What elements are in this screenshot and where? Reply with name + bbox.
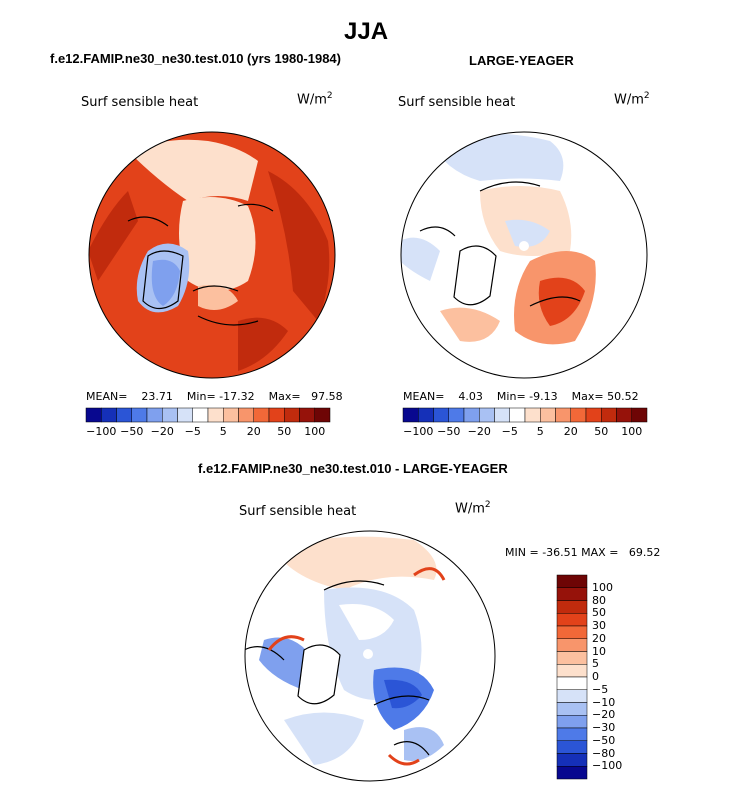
colorbar-swatch: [238, 407, 254, 423]
colorbar-swatch: [479, 407, 495, 423]
colorbar-tick-label: 10: [592, 644, 606, 658]
colorbar-tick-label: −10: [592, 695, 616, 709]
colorbar-swatch: [556, 587, 588, 601]
colorbar-swatch: [555, 407, 571, 423]
colorbar-swatch: [556, 613, 588, 627]
colorbar-tick-label: 30: [592, 619, 606, 632]
colorbar-swatch: [556, 600, 588, 614]
colorbar-swatch: [463, 407, 480, 423]
colorbar-tick-label: 100: [592, 580, 613, 594]
colorbar-swatch: [556, 715, 588, 729]
colorbar-swatch: [556, 638, 588, 652]
panel3-title: f.e12.FAMIP.ne30_ne30.test.010 - LARGE-Y…: [198, 461, 508, 476]
colorbar-tick-label: 50: [592, 606, 606, 620]
colorbar-tick-label: 20: [563, 425, 578, 438]
colorbar-swatch: [556, 664, 588, 678]
colorbar-swatch: [253, 407, 270, 423]
colorbar-swatch: [146, 407, 163, 423]
colorbar-swatch: [299, 407, 315, 423]
colorbar-tick-label: 5: [219, 425, 227, 438]
colorbar-swatch: [556, 740, 588, 754]
colorbar-tick-label: 0: [592, 670, 599, 683]
colorbar-swatch: [131, 407, 148, 423]
colorbar-swatch: [177, 407, 193, 423]
panel2-colorbar: [402, 407, 648, 423]
colorbar-swatch: [192, 407, 209, 423]
colorbar-tick-label: 50: [277, 425, 292, 438]
panel2-map: [400, 131, 648, 379]
panel3-colorbar: [556, 574, 588, 780]
colorbar-tick-label: 50: [594, 425, 609, 438]
colorbar-tick-label: −5: [592, 682, 609, 696]
colorbar-swatch: [207, 407, 224, 423]
colorbar-tick-label: −20: [150, 425, 174, 438]
colorbar-swatch: [631, 407, 648, 423]
colorbar-swatch: [116, 407, 132, 423]
colorbar-swatch: [556, 625, 588, 639]
panel2-stats: MEAN= 4.03 Min= -9.13 Max= 50.52: [403, 390, 639, 403]
panel2-variable-label: Surf sensible heat: [398, 95, 516, 110]
colorbar-swatch: [284, 407, 300, 423]
colorbar-swatch: [556, 727, 588, 741]
colorbar-swatch: [556, 651, 588, 665]
colorbar-swatch: [556, 574, 588, 588]
colorbar-swatch: [418, 407, 434, 423]
panel1-title: f.e12.FAMIP.ne30_ne30.test.010 (yrs 1980…: [50, 51, 341, 66]
panel3-units: W/m2: [455, 500, 491, 517]
colorbar-tick-label: −5: [501, 425, 518, 438]
colorbar-swatch: [570, 407, 587, 423]
panel2-title: LARGE-YEAGER: [469, 53, 574, 68]
colorbar-tick-label: −100: [403, 425, 434, 438]
colorbar-tick-label: 5: [592, 657, 599, 671]
colorbar-swatch: [556, 753, 588, 767]
colorbar-tick-label: −30: [592, 721, 616, 734]
panel3-variable-label: Surf sensible heat: [239, 504, 357, 519]
colorbar-swatch: [556, 702, 588, 716]
colorbar-swatch: [524, 407, 541, 423]
panel3-stats: MIN = -36.51 MAX = 69.52: [505, 546, 661, 559]
colorbar-swatch: [616, 407, 632, 423]
colorbar-tick-label: −50: [437, 425, 461, 438]
colorbar-swatch: [268, 407, 285, 423]
colorbar-tick-label: −50: [120, 425, 144, 438]
colorbar-swatch: [433, 407, 449, 423]
colorbar-swatch: [585, 407, 602, 423]
colorbar-swatch: [540, 407, 556, 423]
colorbar-tick-label: −20: [467, 425, 491, 438]
colorbar-tick-label: −80: [592, 746, 616, 760]
colorbar-swatch: [448, 407, 465, 423]
colorbar-tick-label: −20: [592, 708, 616, 722]
colorbar-swatch: [556, 766, 588, 780]
colorbar-tick-label: 20: [246, 425, 261, 438]
colorbar-swatch: [601, 407, 617, 423]
colorbar-tick-label: 20: [592, 631, 606, 645]
colorbar-swatch: [556, 676, 588, 690]
colorbar-swatch: [494, 407, 510, 423]
colorbar-swatch: [223, 407, 239, 423]
colorbar-swatch: [85, 407, 102, 423]
colorbar-tick-label: 5: [536, 425, 544, 438]
colorbar-tick-label: −100: [592, 759, 623, 773]
colorbar-tick-label: 80: [592, 593, 606, 607]
panel1-units: W/m2: [297, 91, 333, 108]
panel3-map: [244, 530, 496, 782]
colorbar-tick-label: −5: [184, 425, 201, 438]
colorbar-swatch: [314, 407, 331, 423]
colorbar-swatch: [556, 689, 588, 703]
panel1-variable-label: Surf sensible heat: [81, 95, 199, 110]
colorbar-tick-label: 100: [304, 425, 326, 438]
page-title: JJA: [344, 18, 389, 45]
colorbar-tick-label: −50: [592, 733, 616, 747]
colorbar-swatch: [402, 407, 419, 423]
colorbar-tick-label: −100: [86, 425, 117, 438]
colorbar-tick-label: 100: [621, 425, 643, 438]
colorbar-swatch: [509, 407, 526, 423]
panel2-units: W/m2: [614, 91, 650, 108]
colorbar-swatch: [101, 407, 117, 423]
panel1-stats: MEAN= 23.71 Min= -17.32 Max= 97.58: [86, 390, 343, 403]
panel1-map: [88, 131, 336, 379]
panel1-colorbar: [85, 407, 331, 423]
colorbar-swatch: [162, 407, 178, 423]
